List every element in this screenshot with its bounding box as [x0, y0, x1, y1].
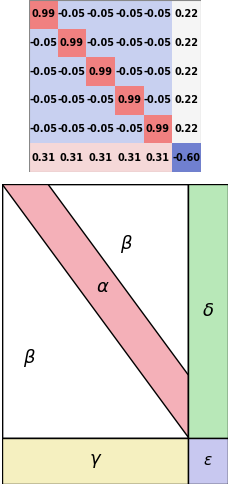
- Bar: [29, 29, 57, 57]
- Bar: [172, 57, 200, 86]
- Text: 0.31: 0.31: [31, 152, 55, 163]
- Text: -0.05: -0.05: [86, 124, 114, 134]
- Bar: [143, 143, 172, 172]
- Bar: [114, 115, 143, 143]
- Text: 0.31: 0.31: [88, 152, 112, 163]
- Text: 0.31: 0.31: [145, 152, 169, 163]
- Bar: [143, 57, 172, 86]
- Text: -0.05: -0.05: [115, 67, 143, 76]
- Bar: [86, 29, 114, 57]
- Bar: [172, 115, 200, 143]
- Bar: [57, 0, 86, 29]
- Bar: [143, 115, 172, 143]
- Text: -0.05: -0.05: [115, 38, 143, 48]
- Bar: [172, 86, 200, 115]
- Bar: [172, 29, 200, 57]
- Text: 0.99: 0.99: [88, 67, 112, 76]
- Text: -0.05: -0.05: [58, 9, 86, 19]
- Bar: [86, 57, 114, 86]
- Bar: [29, 115, 57, 143]
- Bar: [114, 0, 143, 29]
- Text: -0.05: -0.05: [86, 38, 114, 48]
- Text: -0.05: -0.05: [86, 95, 114, 106]
- Bar: [57, 115, 86, 143]
- Bar: [29, 143, 57, 172]
- Text: -0.05: -0.05: [143, 95, 171, 106]
- Text: -0.05: -0.05: [29, 124, 57, 134]
- Bar: [57, 57, 86, 86]
- Text: -0.05: -0.05: [29, 95, 57, 106]
- Text: -0.05: -0.05: [58, 67, 86, 76]
- Text: $\delta$: $\delta$: [201, 302, 213, 320]
- Text: $\epsilon$: $\epsilon$: [202, 454, 212, 468]
- Text: -0.05: -0.05: [29, 67, 57, 76]
- Bar: [188, 438, 227, 484]
- Bar: [143, 29, 172, 57]
- Text: $\alpha$: $\alpha$: [95, 277, 109, 296]
- Bar: [114, 143, 143, 172]
- Text: 0.22: 0.22: [174, 38, 198, 48]
- Text: 0.31: 0.31: [60, 152, 84, 163]
- Text: -0.05: -0.05: [143, 38, 171, 48]
- Bar: [86, 0, 114, 29]
- Text: -0.05: -0.05: [58, 95, 86, 106]
- Text: -0.05: -0.05: [143, 67, 171, 76]
- Bar: [188, 184, 227, 438]
- Bar: [172, 0, 200, 29]
- Bar: [57, 29, 86, 57]
- Bar: [2, 438, 188, 484]
- Bar: [114, 57, 143, 86]
- Bar: [86, 115, 114, 143]
- Text: -0.05: -0.05: [86, 9, 114, 19]
- Text: -0.05: -0.05: [29, 38, 57, 48]
- Text: $\beta$: $\beta$: [119, 233, 132, 255]
- Bar: [57, 86, 86, 115]
- Text: 0.22: 0.22: [174, 67, 198, 76]
- Text: $\gamma$: $\gamma$: [88, 452, 101, 470]
- Polygon shape: [2, 184, 188, 438]
- Text: -0.05: -0.05: [115, 124, 143, 134]
- Text: 0.99: 0.99: [31, 9, 55, 19]
- Bar: [86, 86, 114, 115]
- Text: -0.05: -0.05: [143, 9, 171, 19]
- Bar: [29, 0, 57, 29]
- Bar: [114, 86, 143, 115]
- Text: 0.22: 0.22: [174, 95, 198, 106]
- Text: 0.99: 0.99: [60, 38, 84, 48]
- Text: 0.99: 0.99: [145, 124, 169, 134]
- Text: 0.22: 0.22: [174, 124, 198, 134]
- Bar: [143, 0, 172, 29]
- Bar: [114, 29, 143, 57]
- Text: 0.22: 0.22: [174, 9, 198, 19]
- Text: -0.05: -0.05: [115, 9, 143, 19]
- Text: 0.31: 0.31: [117, 152, 141, 163]
- Bar: [172, 143, 200, 172]
- Bar: [2, 184, 188, 438]
- Bar: [86, 143, 114, 172]
- Bar: [29, 57, 57, 86]
- Bar: [29, 86, 57, 115]
- Text: $\beta$: $\beta$: [22, 347, 35, 369]
- Text: 0.99: 0.99: [117, 95, 141, 106]
- Text: -0.05: -0.05: [58, 124, 86, 134]
- Bar: [2, 184, 188, 438]
- Bar: [57, 143, 86, 172]
- Bar: [143, 86, 172, 115]
- Text: -0.60: -0.60: [172, 152, 200, 163]
